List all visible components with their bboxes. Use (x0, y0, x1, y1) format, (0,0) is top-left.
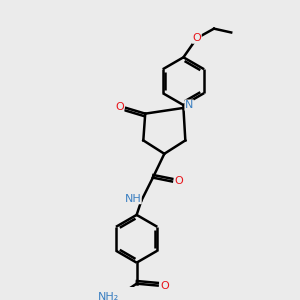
Text: N: N (185, 100, 193, 110)
Text: O: O (115, 102, 124, 112)
Text: O: O (192, 33, 201, 43)
Text: NH: NH (124, 194, 141, 204)
Text: O: O (174, 176, 183, 187)
Text: O: O (160, 280, 169, 291)
Text: NH₂: NH₂ (98, 292, 120, 300)
